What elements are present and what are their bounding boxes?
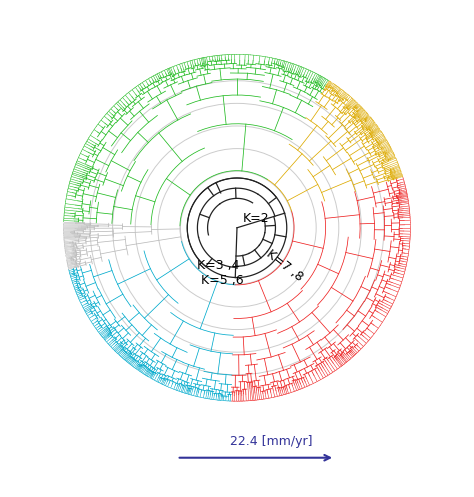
Text: K=2: K=2 (243, 212, 269, 225)
Text: K=7 ,8: K=7 ,8 (263, 247, 305, 284)
Text: K=5 ,6: K=5 ,6 (201, 274, 243, 287)
Text: K=3 ,4: K=3 ,4 (197, 259, 239, 272)
Text: 22.4 [mm/yr]: 22.4 [mm/yr] (230, 435, 312, 448)
